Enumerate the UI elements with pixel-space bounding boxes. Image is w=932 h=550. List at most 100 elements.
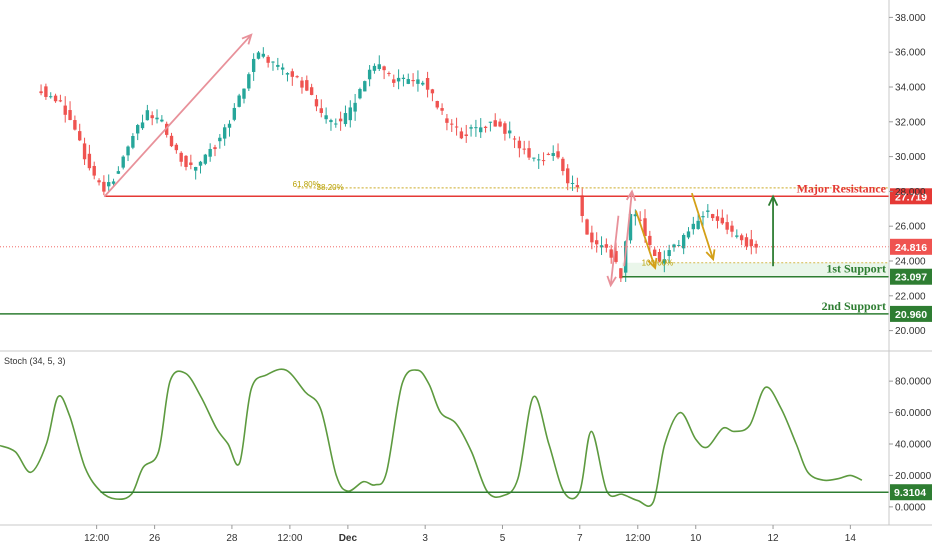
candle-body[interactable] — [329, 120, 333, 123]
candle-body[interactable] — [754, 243, 758, 248]
candle-body[interactable] — [643, 218, 647, 237]
candle-body[interactable] — [715, 216, 720, 221]
candle-body[interactable] — [203, 154, 208, 164]
candle-body[interactable] — [706, 210, 710, 212]
candle-body[interactable] — [145, 110, 150, 121]
candle-body[interactable] — [111, 181, 116, 184]
candle-body[interactable] — [136, 125, 140, 134]
candle-body[interactable] — [739, 235, 744, 241]
candle-body[interactable] — [512, 138, 517, 140]
candle-body[interactable] — [58, 100, 63, 102]
candle-body[interactable] — [474, 127, 478, 129]
candle-body[interactable] — [82, 143, 87, 160]
candle-body[interactable] — [102, 181, 106, 192]
arrow-5[interactable] — [767, 194, 779, 267]
candle-body[interactable] — [237, 95, 241, 107]
candle-body[interactable] — [179, 152, 183, 162]
candle-body[interactable] — [537, 159, 541, 161]
candle-body[interactable] — [681, 234, 686, 249]
candle-body[interactable] — [87, 153, 92, 169]
candle-body[interactable] — [425, 78, 430, 90]
candle-body[interactable] — [276, 64, 280, 67]
stoch-line[interactable] — [0, 368, 863, 507]
candle-body[interactable] — [503, 123, 507, 134]
candle-body[interactable] — [483, 126, 488, 128]
candle-body[interactable] — [652, 249, 657, 256]
candle-body[interactable] — [164, 123, 169, 135]
candle-body[interactable] — [155, 117, 159, 120]
arrow-0[interactable] — [103, 33, 253, 198]
candle-body[interactable] — [39, 91, 43, 94]
candle-body[interactable] — [49, 96, 53, 98]
last-price-tag[interactable] — [890, 238, 932, 255]
candle-body[interactable] — [720, 217, 725, 224]
candle-body[interactable] — [609, 249, 613, 258]
candle-body[interactable] — [78, 131, 82, 141]
candle-body[interactable] — [305, 80, 309, 91]
candle-body[interactable] — [300, 80, 304, 88]
candle-body[interactable] — [309, 87, 314, 95]
candle-body[interactable] — [517, 140, 522, 149]
candle-body[interactable] — [541, 160, 546, 162]
arrow-3[interactable] — [634, 210, 658, 270]
candle-body[interactable] — [657, 252, 662, 262]
candle-body[interactable] — [126, 146, 130, 156]
candle-body[interactable] — [367, 69, 372, 80]
candle-body[interactable] — [227, 123, 232, 128]
candle-body[interactable] — [198, 161, 203, 166]
candle-body[interactable] — [377, 64, 381, 70]
candle-body[interactable] — [595, 240, 599, 245]
candle-body[interactable] — [599, 245, 604, 248]
price-candles[interactable] — [39, 47, 758, 282]
candle-body[interactable] — [343, 113, 348, 125]
candle-body[interactable] — [280, 67, 285, 70]
candle-body[interactable] — [580, 195, 584, 216]
candle-body[interactable] — [667, 250, 671, 257]
arrow-4[interactable] — [691, 192, 716, 262]
candle-body[interactable] — [556, 151, 560, 158]
candle-body[interactable] — [334, 123, 338, 125]
candle-body[interactable] — [68, 110, 72, 121]
candle-body[interactable] — [266, 56, 270, 63]
candle-body[interactable] — [527, 148, 531, 158]
candle-body[interactable] — [435, 101, 439, 108]
candle-body[interactable] — [590, 232, 594, 243]
candle-body[interactable] — [561, 158, 565, 172]
candle-body[interactable] — [353, 102, 357, 112]
candle-body[interactable] — [348, 107, 352, 121]
candle-body[interactable] — [430, 89, 435, 94]
candle-body[interactable] — [406, 79, 410, 84]
candle-body[interactable] — [97, 180, 101, 183]
candle-body[interactable] — [363, 81, 367, 92]
candle-body[interactable] — [498, 121, 502, 127]
candle-body[interactable] — [107, 182, 111, 187]
candle-body[interactable] — [218, 137, 222, 142]
candle-body[interactable] — [189, 162, 193, 166]
candle-body[interactable] — [454, 126, 459, 128]
candle-body[interactable] — [63, 105, 67, 115]
candle-body[interactable] — [150, 115, 154, 119]
candle-body[interactable] — [401, 77, 406, 79]
candle-body[interactable] — [92, 165, 96, 176]
candle-body[interactable] — [575, 185, 580, 188]
candle-body[interactable] — [522, 148, 526, 150]
candle-body[interactable] — [271, 61, 275, 63]
key-levels[interactable]: 61.80%38.20% 100.00% 24.816 27.719 Major Res… — [0, 180, 932, 322]
candle-body[interactable] — [251, 58, 256, 72]
candle-body[interactable] — [396, 77, 401, 82]
candle-body[interactable] — [116, 171, 121, 174]
candle-body[interactable] — [445, 118, 449, 123]
candle-body[interactable] — [358, 89, 362, 99]
candle-body[interactable] — [392, 79, 396, 83]
candle-body[interactable] — [619, 268, 623, 279]
candle-body[interactable] — [44, 86, 48, 97]
candle-body[interactable] — [725, 222, 729, 230]
candle-body[interactable] — [469, 127, 473, 129]
candle-body[interactable] — [710, 214, 715, 219]
candle-body[interactable] — [566, 168, 570, 184]
candle-body[interactable] — [677, 245, 681, 247]
level-tag-2[interactable] — [890, 305, 932, 322]
arrow-2[interactable] — [623, 189, 637, 267]
candle-body[interactable] — [290, 71, 294, 77]
candle-body[interactable] — [730, 225, 734, 232]
